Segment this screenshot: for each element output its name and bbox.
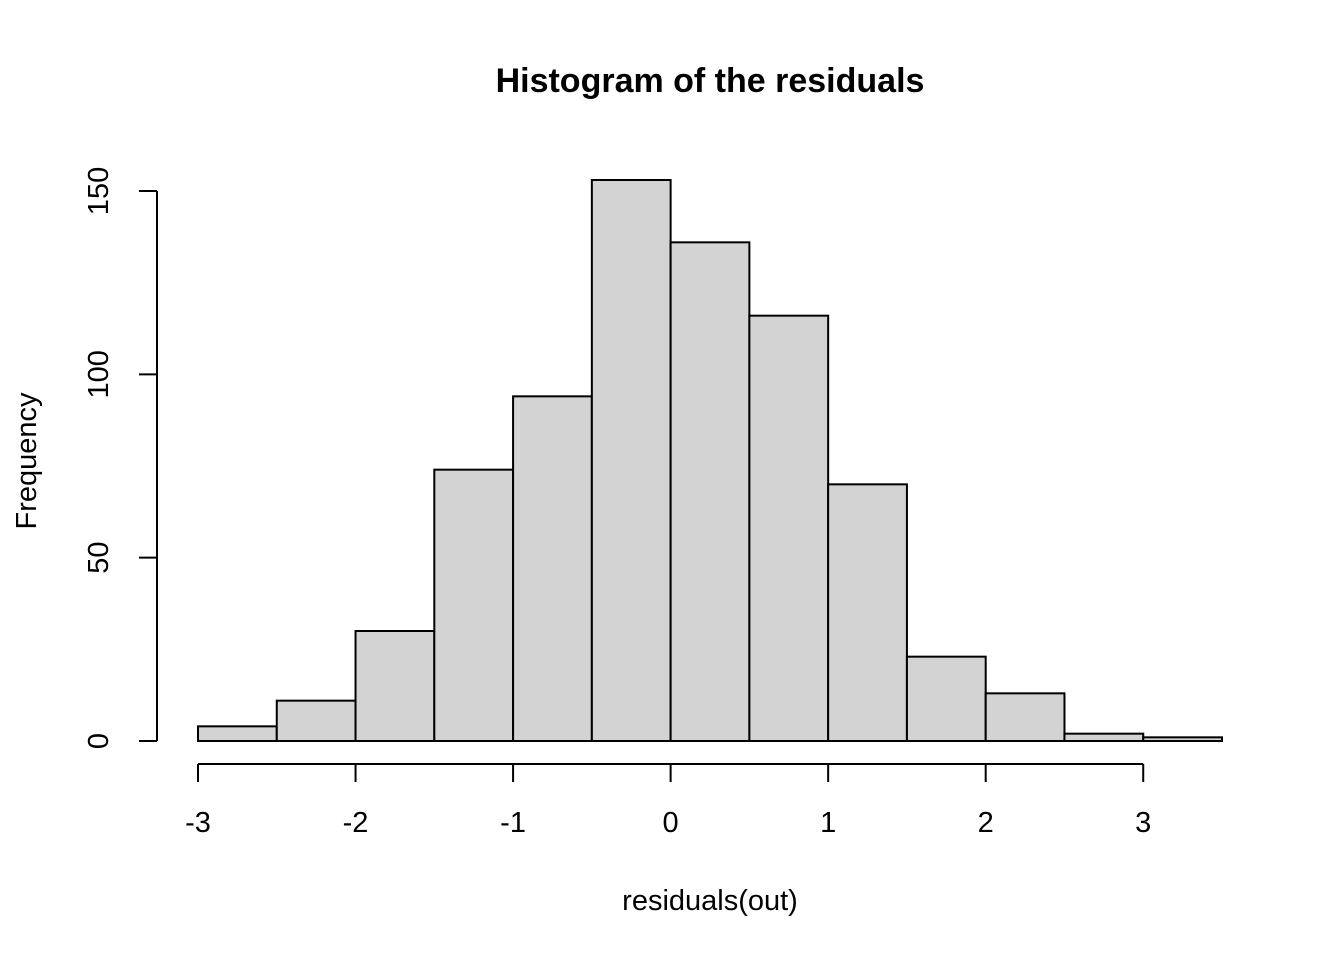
- x-tick-label-5: 2: [978, 807, 994, 839]
- x-tick-label-3: 0: [663, 807, 679, 839]
- histogram-bar-9: [905, 655, 987, 743]
- x-axis-label: residuals(out): [622, 885, 798, 917]
- x-tick-label-4: 1: [820, 807, 836, 839]
- bars-group: [197, 179, 1223, 743]
- histogram-bar-5: [590, 179, 672, 742]
- histogram-bar-0: [197, 725, 278, 742]
- histogram-bar-4: [512, 395, 593, 742]
- histogram-bar-3: [433, 468, 515, 742]
- y-axis: 0 50 100 150: [83, 167, 158, 749]
- y-axis-label: Frequency: [11, 392, 43, 530]
- histogram-bar-10: [984, 692, 1066, 742]
- y-tick-label-3: 150: [83, 167, 115, 215]
- histogram-bar-12: [1142, 736, 1223, 742]
- y-tick-label-1: 50: [83, 542, 115, 574]
- x-tick-label-2: -1: [500, 807, 526, 839]
- chart-title: Histogram of the residuals: [496, 62, 925, 100]
- x-tick-label-0: -3: [185, 807, 211, 839]
- x-tick-label-6: 3: [1135, 807, 1151, 839]
- x-tick-label-1: -2: [343, 807, 369, 839]
- histogram-bar-1: [275, 699, 357, 743]
- histogram-bar-7: [748, 314, 830, 742]
- histogram-bar-2: [354, 630, 436, 742]
- histogram-bar-11: [1063, 732, 1145, 743]
- y-tick-label-2: 100: [83, 350, 115, 398]
- x-axis: -3 -2 -1 0 1 2 3: [185, 763, 1151, 839]
- histogram-bar-6: [669, 241, 751, 742]
- histogram-bar-8: [827, 483, 908, 742]
- y-tick-label-0: 0: [83, 733, 115, 749]
